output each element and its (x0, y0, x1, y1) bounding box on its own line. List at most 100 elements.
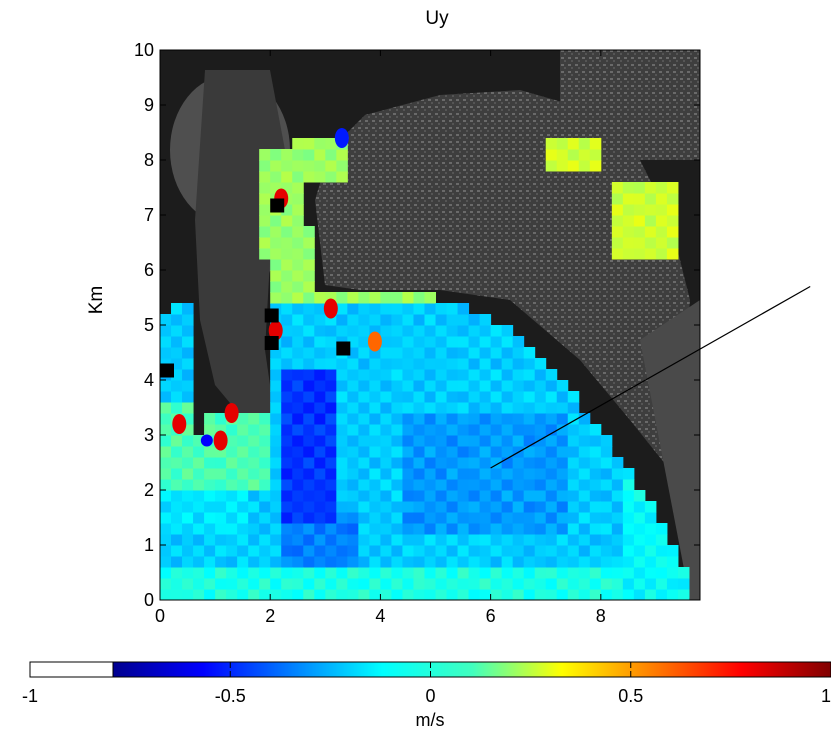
y-tick-label: 8 (144, 150, 154, 170)
heatmap-cells (160, 128, 690, 600)
heatmap-cell (655, 556, 668, 568)
heatmap-cell (446, 369, 459, 381)
heatmap-cell (479, 512, 492, 524)
heatmap-cell (292, 380, 304, 392)
heatmap-cell (457, 512, 470, 524)
heatmap-cell (303, 413, 315, 425)
heatmap-cell (523, 523, 536, 535)
heatmap-cell (281, 589, 293, 600)
heatmap-cell (391, 512, 403, 524)
heatmap-cell (325, 314, 337, 326)
heatmap-cell (281, 248, 293, 260)
heatmap-cell (523, 424, 536, 436)
heatmap-cell (545, 391, 558, 403)
heatmap-cell (435, 303, 448, 315)
heatmap-cell (215, 512, 227, 524)
heatmap-cell (248, 468, 260, 480)
heatmap-cell (325, 380, 337, 392)
heatmap-cell (314, 567, 326, 579)
heatmap-cell (666, 578, 679, 590)
heatmap-cell (545, 138, 558, 150)
heatmap-cell (556, 534, 569, 546)
heatmap-cell (325, 468, 337, 480)
heatmap-cell (512, 556, 525, 568)
heatmap-cell (325, 292, 337, 304)
heatmap-cell (457, 413, 470, 425)
heatmap-cell (402, 292, 414, 304)
heatmap-cell (325, 556, 337, 568)
heatmap-cell (303, 325, 315, 337)
heatmap-cell (369, 523, 381, 535)
heatmap-cell (215, 468, 227, 480)
heatmap-cell (336, 578, 348, 590)
heatmap-cell (325, 545, 337, 557)
heatmap-cell (292, 501, 304, 513)
heatmap-cell (457, 303, 470, 315)
heatmap-cell (358, 292, 370, 304)
heatmap-cell (281, 501, 293, 513)
heatmap-cell (182, 347, 194, 359)
heatmap-cell (215, 534, 227, 546)
heatmap-cell (160, 479, 172, 491)
heatmap-cell (336, 556, 348, 568)
heatmap-cell (556, 424, 569, 436)
heatmap-cell (501, 567, 514, 579)
heatmap-cell (600, 534, 613, 546)
heatmap-cell (347, 336, 359, 348)
heatmap-cell (413, 523, 425, 535)
heatmap-cell (479, 457, 492, 469)
heatmap-cell (270, 402, 282, 414)
heatmap-cell (325, 578, 337, 590)
heatmap-cell (468, 512, 481, 524)
heatmap-cell (182, 523, 194, 535)
heatmap-cell (402, 545, 414, 557)
heatmap-cell (358, 490, 370, 502)
heatmap-cell (468, 567, 481, 579)
heatmap-cell (611, 523, 624, 535)
heatmap-cell (644, 193, 657, 205)
heatmap-cell (303, 391, 315, 403)
heatmap-cell (600, 490, 613, 502)
heatmap-cell (292, 259, 304, 271)
heatmap-cell (226, 424, 238, 436)
heatmap-cell (490, 578, 503, 590)
heatmap-cell (567, 160, 580, 172)
heatmap-cell (424, 512, 437, 524)
heatmap-cell (270, 512, 282, 524)
heatmap-cell (281, 578, 293, 590)
heatmap-cell (391, 468, 403, 480)
heatmap-cell (468, 369, 481, 381)
heatmap-cell (314, 402, 326, 414)
heatmap-cell (325, 336, 337, 348)
heatmap-cell (336, 457, 348, 469)
heatmap-cell (413, 578, 425, 590)
heatmap-cell (292, 512, 304, 524)
heatmap-cell (182, 358, 194, 370)
heatmap-cell (622, 468, 635, 480)
heatmap-cell (578, 413, 591, 425)
heatmap-cell (435, 567, 448, 579)
heatmap-cell (413, 303, 425, 315)
heatmap-cell (578, 534, 591, 546)
heatmap-cell (391, 292, 403, 304)
heatmap-cell (182, 336, 194, 348)
heatmap-cell (292, 578, 304, 590)
heatmap-cell (600, 567, 613, 579)
heatmap-cell (644, 501, 657, 513)
heatmap-cell (501, 380, 514, 392)
heatmap-cell (259, 149, 271, 161)
heatmap-cell (369, 534, 381, 546)
heatmap-cell (314, 369, 326, 381)
heatmap-cell (270, 413, 282, 425)
heatmap-cell (413, 501, 425, 513)
heatmap-cell (556, 501, 569, 513)
heatmap-cell (534, 556, 547, 568)
heatmap-cell (314, 171, 326, 183)
heatmap-cell (402, 424, 414, 436)
heatmap-cell (380, 435, 392, 447)
heatmap-cell (336, 446, 348, 458)
heatmap-cell (413, 347, 425, 359)
heatmap-cell (303, 578, 315, 590)
heatmap-cell (424, 314, 437, 326)
colorbar-gradient (112, 661, 831, 678)
